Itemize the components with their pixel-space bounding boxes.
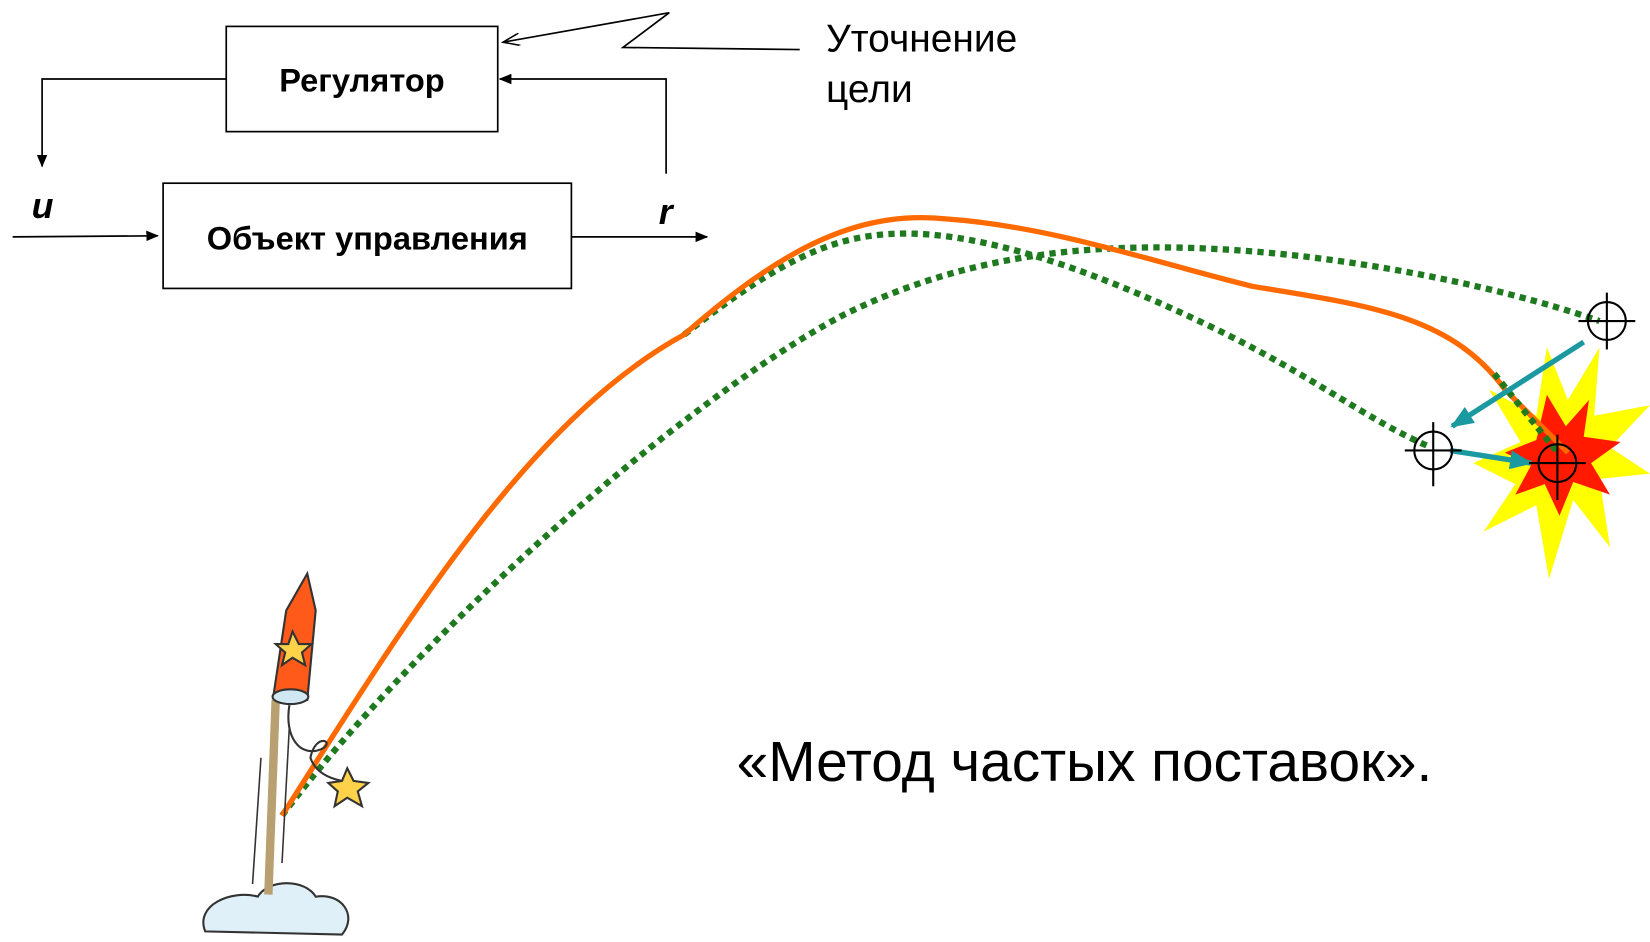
target-note: Уточнение bbox=[826, 18, 1017, 61]
regulator-block bbox=[225, 25, 499, 133]
control-arrow bbox=[36, 78, 227, 168]
planned-trajectory bbox=[279, 244, 1601, 818]
correction-arrow bbox=[1450, 339, 1586, 429]
block-diagram bbox=[12, 11, 800, 290]
input-label: u bbox=[32, 186, 54, 226]
actual-trajectory bbox=[279, 215, 1570, 818]
plant-label: Объект управления bbox=[207, 219, 528, 256]
target-note: цели bbox=[826, 68, 913, 111]
regulator-label: Регулятор bbox=[279, 62, 444, 99]
output-label: r bbox=[659, 192, 675, 232]
crosshairs bbox=[1404, 292, 1636, 500]
plant-block bbox=[162, 182, 573, 290]
input-arrow bbox=[12, 230, 159, 242]
target-update-arrow bbox=[503, 11, 800, 51]
planned-trajectory bbox=[682, 230, 1433, 451]
rocket bbox=[202, 570, 371, 936]
caption: «Метод частых поставок». bbox=[737, 731, 1433, 794]
correction-arrow bbox=[1449, 447, 1534, 470]
feedback-arrow bbox=[498, 73, 667, 174]
